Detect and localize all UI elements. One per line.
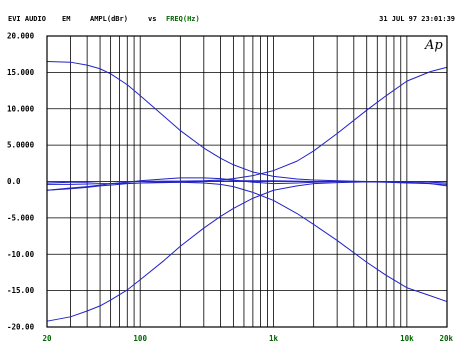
y-tick-label: -20.00 (7, 323, 35, 332)
y-tick-label: 15.000 (7, 68, 35, 77)
header-vs: vs (148, 15, 156, 23)
y-tick-label: 0.0 (7, 177, 21, 186)
series-line-1 (46, 60, 448, 184)
x-tick-label: 100 (133, 334, 147, 343)
y-tick-label: 5.0000 (7, 141, 35, 150)
ap-watermark: Ap (424, 38, 443, 53)
series-line-3 (46, 181, 448, 303)
series-line-6 (47, 180, 448, 185)
y-tick-label: 20.000 (7, 32, 35, 41)
header-left2: EM (62, 15, 70, 23)
x-tick-label: 20 (42, 334, 52, 343)
series-group (46, 60, 448, 322)
header-y-quantity: AMPL(dBr) (90, 15, 128, 23)
x-tick-label: 10k (400, 334, 414, 343)
header-timestamp: 31 JUL 97 23:01:39 (379, 15, 455, 23)
series-line-2 (46, 181, 447, 322)
y-tick-label: -15.00 (7, 286, 35, 295)
x-tick-label: 20k (439, 334, 453, 343)
plot-frame (46, 35, 448, 328)
header-left: EVI AUDIO (8, 15, 46, 23)
header-x-quantity: FREQ(Hz) (166, 15, 200, 23)
y-tick-label: 10.000 (7, 104, 35, 113)
y-tick-label: -10.00 (7, 250, 35, 259)
x-tick-label: 1k (269, 334, 279, 343)
y-tick-labels: 20.000 15.000 10.000 5.0000 0.0 -5.000 -10.00 -… (7, 32, 35, 332)
x-tick-labels: 20 100 1k 10k 20k (42, 334, 453, 343)
y-tick-label: -5.000 (7, 213, 35, 222)
series-line-5 (46, 177, 448, 191)
series-line-4 (46, 66, 448, 184)
